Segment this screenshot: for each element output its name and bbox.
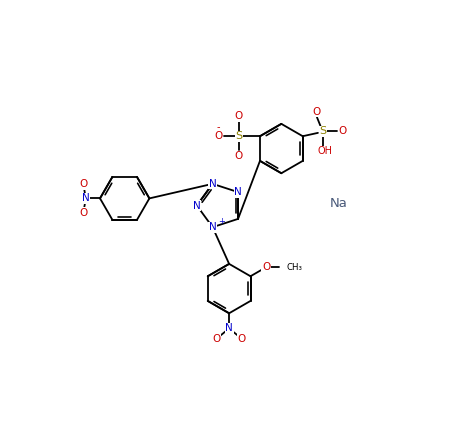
Text: O: O [234,151,243,161]
Text: O: O [238,334,246,344]
Text: O: O [214,131,223,141]
Text: N: N [193,200,201,211]
Text: N: N [209,179,217,189]
Text: O: O [79,179,88,189]
Text: Na: Na [329,197,347,210]
Text: N: N [234,187,242,197]
Text: N: N [209,222,217,232]
Text: +: + [218,217,225,226]
Text: O: O [212,334,220,344]
Text: N: N [82,194,90,203]
Text: -: - [217,122,220,132]
Text: S: S [319,126,326,136]
Text: S: S [235,131,242,141]
Text: O: O [79,208,88,218]
Text: O: O [313,107,321,117]
Text: CH₃: CH₃ [287,263,302,272]
Text: N: N [225,323,233,333]
Text: O: O [338,126,347,136]
Text: O: O [262,262,270,272]
Text: O: O [234,111,243,121]
Text: OH: OH [318,146,332,157]
